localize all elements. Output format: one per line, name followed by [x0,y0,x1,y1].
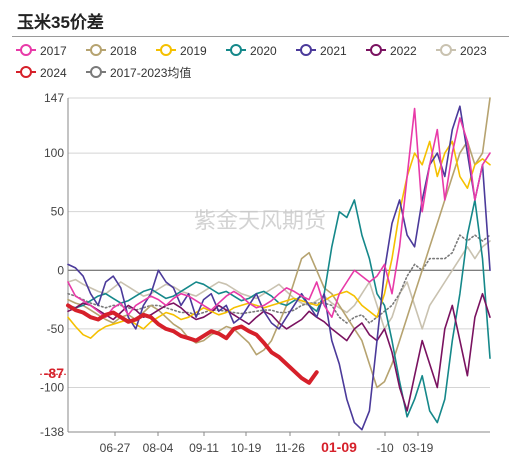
legend-marker-2020 [230,44,242,56]
x-tick-label: 08-04 [143,441,174,455]
highlight-value-label: -87 [44,365,64,381]
watermark: 紫金天风期货 [194,208,326,233]
legend-label-2023: 2023 [460,44,487,58]
x-tick-label: 09-11 [189,441,219,455]
y-tick-label: -138 [40,425,64,439]
series-line-2021 [67,105,491,431]
x-tick-label: 10-19 [231,441,262,455]
series-line-2019 [67,140,491,340]
series-line-2018 [67,97,491,389]
x-tick-label-highlight: 01-09 [321,439,357,455]
x-tick-label: -10 [376,441,394,455]
axis-layer: 147 100 50 0 -50 -100 -138 -87 06-27 08-04 09-11 10… [40,91,490,455]
y-tick-label: 147 [44,91,64,105]
series-layer [66,97,491,431]
legend-marker-2023 [440,44,452,56]
chart-title: 玉米35价差 [17,13,104,32]
legend-label-2021: 2021 [320,44,347,58]
series-line-2017 [67,107,491,319]
y-tick-label: -50 [47,322,65,336]
legend-label-2017: 2017 [40,44,67,58]
x-tick-label: 06-27 [100,441,131,455]
legend-marker-2024 [20,66,32,78]
legend-label-2019: 2019 [180,44,207,58]
x-tick-label: 11-26 [275,441,305,455]
legend-label-2024: 2024 [40,66,67,80]
legend-marker-2019 [160,44,172,56]
legend-label-avg: 2017-2023均值 [110,65,191,80]
title-divider [12,36,509,37]
legend: 2017 2018 2019 2020 2021 2022 2023 2024 2017-202… [16,44,487,80]
legend-label-2020: 2020 [250,44,277,58]
legend-label-2022: 2022 [390,44,417,58]
legend-marker-2018 [90,44,102,56]
legend-marker-avg [90,66,102,78]
y-tick-label: 50 [51,205,65,219]
x-tick-label: 03-19 [403,441,434,455]
series-line-2024 [66,303,319,385]
series-line-2022 [67,292,491,412]
series-line-avg [67,234,491,324]
grid-layer [68,97,490,433]
y-tick-label: 100 [44,146,64,160]
series-line-2023 [67,240,491,330]
legend-marker-2022 [370,44,382,56]
y-tick-label: -100 [40,380,64,394]
legend-label-2018: 2018 [110,44,137,58]
y-tick-label: 0 [57,263,64,277]
legend-marker-2021 [300,44,312,56]
legend-marker-2017 [20,44,32,56]
